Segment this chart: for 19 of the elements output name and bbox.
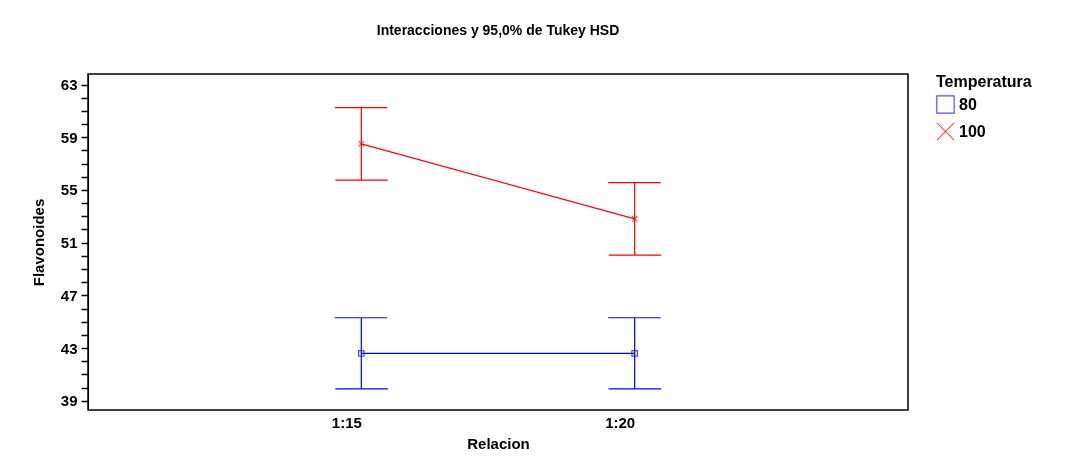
y-tick-label: 39 [60,392,78,410]
y-tick-label: 59 [60,128,78,146]
point [631,350,638,357]
y-tick-label: 43 [60,339,78,357]
x-tick-label: 1:20 [605,413,636,431]
x-tick-label: 1:15 [331,413,362,431]
x-axis-title: Relacion [467,434,530,452]
y-tick-label: 47 [60,286,78,304]
y-tick-label: 63 [60,76,78,94]
y-axis-title: Flavonoides [29,198,47,287]
legend-label: 80 [959,95,977,113]
point [631,215,639,223]
legend-title: Temperatura [936,73,1032,90]
y-tick-label: 55 [60,181,78,199]
point [357,140,365,148]
chart-title: Interacciones y 95,0% de Tukey HSD [376,22,620,38]
legend-label: 100 [959,122,986,140]
y-tick-label: 51 [60,234,78,252]
point [357,350,365,357]
